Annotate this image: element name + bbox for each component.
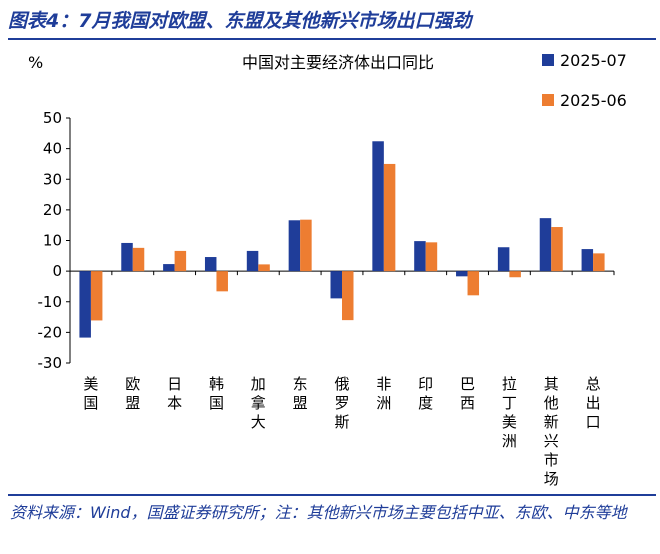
bar-2025-06-美国 [90,271,103,321]
bar-2025-06-其他新兴市场 [551,227,563,272]
category-label: 拉丁美洲 [502,375,517,450]
bar-2025-06-俄罗斯 [342,271,354,321]
category-label: 其他新兴市场 [544,375,559,488]
bar-2025-06-总出口 [593,253,605,272]
bar-2025-07-印度 [414,241,426,272]
y-axis-unit: % [28,53,43,72]
legend-swatch-2025-07 [542,54,554,66]
bar-2025-06-拉丁美洲 [509,271,521,278]
category-label: 日本 [167,375,182,412]
bar-2025-07-非洲 [372,141,384,272]
category-label: 印度 [418,375,433,412]
source-divider [8,494,656,496]
bar-2025-07-日本 [163,264,175,272]
bar-2025-06-韩国 [216,271,228,292]
source-note: 资料来源：Wind，国盛证券研究所；注：其他新兴市场主要包括中亚、东欧、中东等地 [10,503,627,522]
bar-2025-07-美国 [79,271,91,338]
bar-2025-06-非洲 [383,163,396,272]
chart-title: 中国对主要经济体出口同比 [242,53,434,72]
figure-title: 图表4：7月我国对欧盟、东盟及其他新兴市场出口强劲 [8,10,472,32]
legend: 2025-07 2025-06 [542,51,627,110]
bar-2025-07-其他新兴市场 [539,218,552,272]
bar-2025-07-巴西 [456,271,468,277]
legend-swatch-2025-06 [542,94,554,106]
y-tick-label: 30 [43,170,62,188]
y-tick-label: 40 [43,140,62,158]
bar-2025-06-巴西 [467,271,480,296]
category-label: 韩国 [209,375,224,412]
legend-label: 2025-06 [560,91,627,110]
bar-2025-07-俄罗斯 [330,271,342,299]
category-label: 总出口 [586,375,601,431]
y-tick-label: 0 [52,262,62,280]
bar-2025-06-印度 [425,242,438,272]
y-tick-label: 50 [43,109,62,127]
bar-2025-07-总出口 [581,249,594,272]
bar-2025-07-加拿大 [246,250,259,272]
bar-chart: % 中国对主要经济体出口同比 2025-07 2025-06 -30 -20 -10 0… [28,51,627,488]
bar-2025-07-韩国 [204,257,217,272]
y-tick-label: -10 [38,293,63,311]
bar-2025-06-东盟 [300,219,312,272]
category-label: 欧盟 [125,375,140,412]
category-label: 非洲 [376,375,391,412]
category-label: 俄罗斯 [334,375,349,431]
bar-2025-07-东盟 [288,220,301,272]
title-divider [8,38,656,40]
bar-2025-06-加拿大 [258,264,270,272]
bar-2025-07-欧盟 [121,242,133,272]
legend-label: 2025-07 [560,51,627,70]
bar-2025-07-拉丁美洲 [497,247,510,272]
axes: -30 -20 -10 0 10 20 30 40 50 [38,109,615,372]
y-tick-label: -30 [38,354,63,372]
bar-2025-06-欧盟 [132,247,145,272]
category-label: 巴西 [460,375,475,412]
category-label: 东盟 [293,375,308,412]
bar-2025-06-日本 [174,250,187,272]
bars [79,141,605,338]
y-tick-label: -20 [38,323,63,341]
category-label: 加拿大 [251,375,266,431]
y-tick-label: 20 [43,201,62,219]
category-label: 美国 [83,375,98,412]
y-tick-label: 10 [43,232,62,250]
